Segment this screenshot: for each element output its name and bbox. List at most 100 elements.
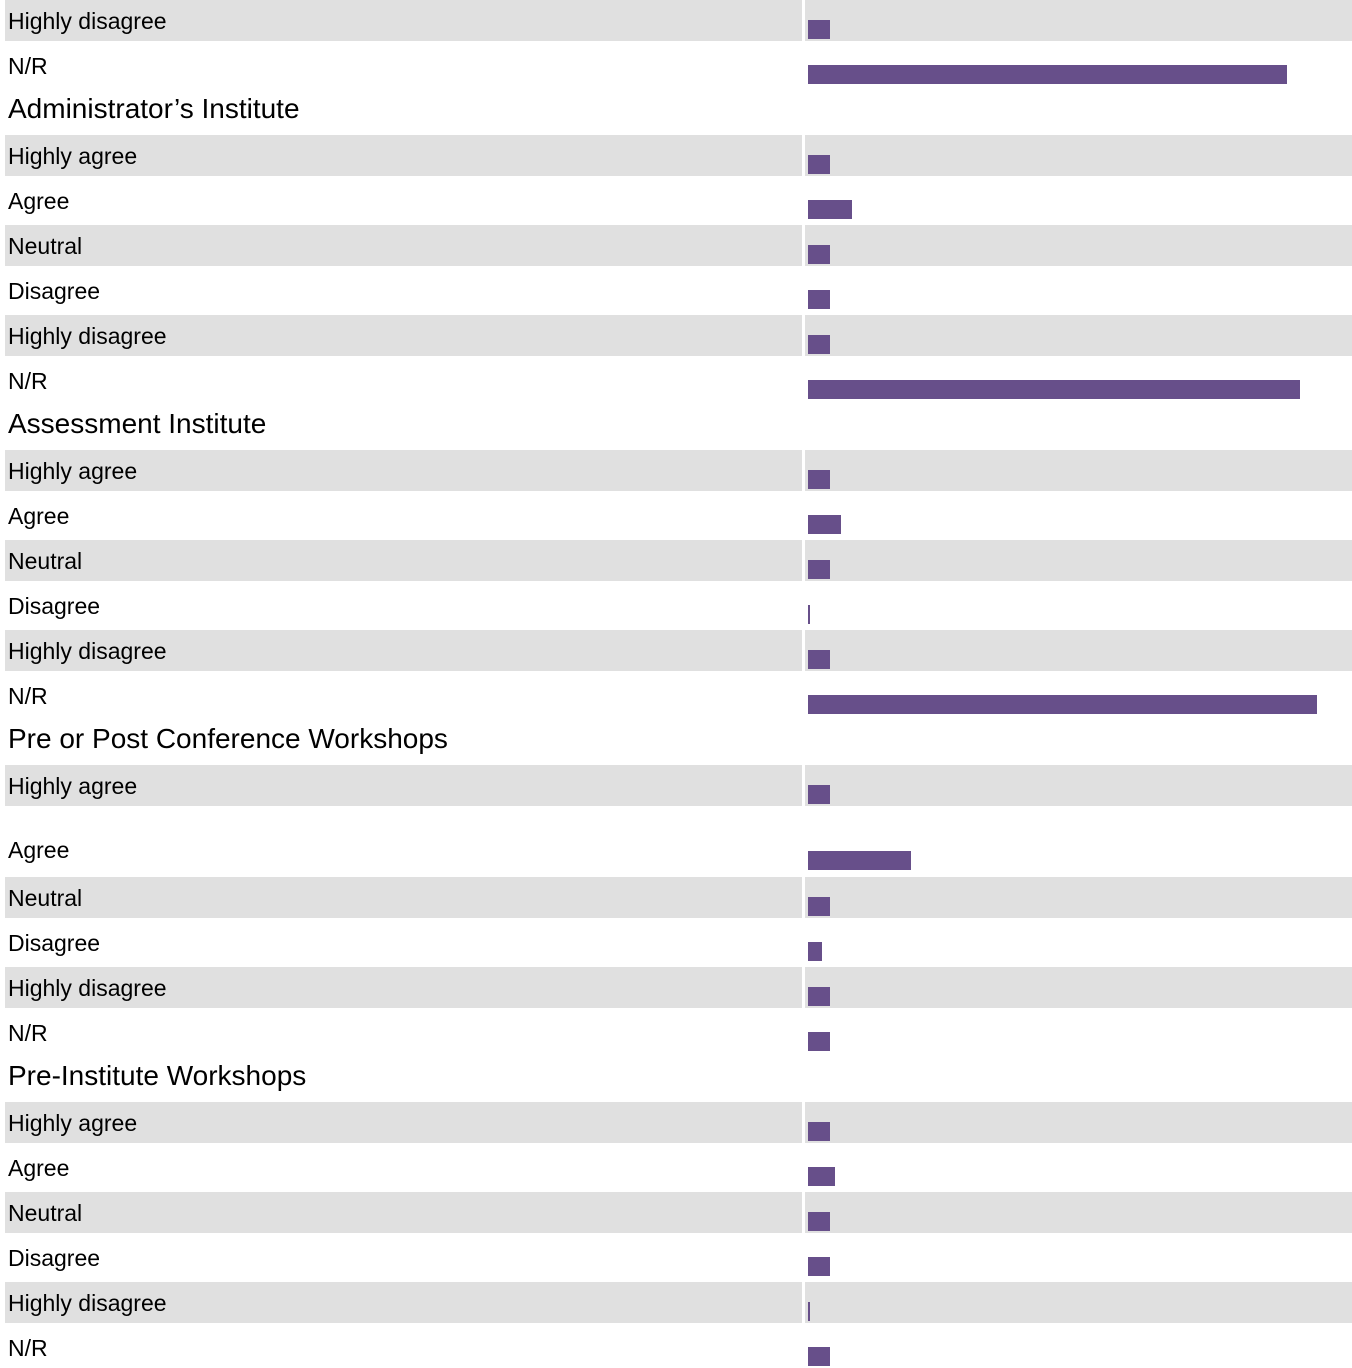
section-title-administrator-s-institute: Administrator’s Institute — [8, 93, 300, 124]
bar-cell — [805, 1147, 1352, 1188]
row-label-cell: Highly disagree — [5, 1282, 802, 1323]
row-label-cell: Highly agree — [5, 765, 802, 806]
bar-row-n-r: N/R — [0, 360, 1352, 401]
row-label-cell: Highly disagree — [5, 315, 802, 356]
bar-cell — [805, 1012, 1352, 1053]
bar-highly-agree — [808, 155, 830, 174]
bar-disagree — [808, 1257, 830, 1276]
bar-cell — [805, 225, 1352, 266]
bar-cell — [805, 877, 1352, 918]
category-label: Neutral — [8, 548, 83, 574]
row-label-cell: Highly agree — [5, 1102, 802, 1143]
bar-cell — [805, 630, 1352, 671]
row-label-cell: Disagree — [5, 922, 802, 963]
bar-row-n-r: N/R — [0, 1012, 1352, 1053]
bar-n-r — [808, 695, 1317, 714]
bar-row-highly-agree: Highly agree — [0, 765, 1352, 806]
bar-cell — [805, 1237, 1352, 1278]
category-label: Agree — [8, 503, 70, 529]
category-label: Highly disagree — [8, 323, 167, 349]
row-label-cell: Highly agree — [5, 135, 802, 176]
bar-cell — [805, 1282, 1352, 1323]
bar-highly-agree — [808, 785, 830, 804]
bar-row-highly-disagree: Highly disagree — [0, 630, 1352, 671]
bar-highly-disagree — [808, 650, 830, 669]
category-label: Highly agree — [8, 1110, 138, 1136]
bar-n-r — [808, 1347, 830, 1366]
bar-highly-disagree — [808, 1302, 810, 1321]
bar-cell — [805, 135, 1352, 176]
category-label: Highly agree — [8, 143, 138, 169]
bar-highly-disagree — [808, 987, 830, 1006]
row-label-cell: N/R — [5, 45, 802, 86]
row-label-cell: N/R — [5, 1012, 802, 1053]
bar-row-highly-agree: Highly agree — [0, 1102, 1352, 1143]
bar-cell — [805, 180, 1352, 221]
bar-agree — [808, 851, 912, 870]
row-label-cell: N/R — [5, 675, 802, 716]
bar-row-n-r: N/R — [0, 45, 1352, 86]
category-label: Neutral — [8, 885, 83, 911]
category-label: N/R — [8, 683, 48, 709]
bar-row-highly-agree: Highly agree — [0, 135, 1352, 176]
category-label: Highly disagree — [8, 638, 167, 664]
bar-n-r — [808, 1032, 830, 1051]
bar-cell — [805, 1102, 1352, 1143]
bar-highly-agree — [808, 1122, 830, 1141]
row-label-cell: Neutral — [5, 1192, 802, 1233]
bar-cell — [805, 270, 1352, 311]
row-label-cell: Disagree — [5, 1237, 802, 1278]
bar-row-disagree: Disagree — [0, 922, 1352, 963]
bar-disagree — [808, 290, 830, 309]
bar-agree — [808, 515, 841, 534]
row-label-cell: Agree — [5, 810, 802, 873]
category-label: N/R — [8, 53, 48, 79]
row-label-cell: Agree — [5, 1147, 802, 1188]
row-label-cell: N/R — [5, 1327, 802, 1368]
row-label-cell: Disagree — [5, 270, 802, 311]
category-label: N/R — [8, 368, 48, 394]
bar-cell — [805, 0, 1352, 41]
category-label: Disagree — [8, 1245, 101, 1271]
bar-neutral — [808, 245, 830, 264]
category-label: Disagree — [8, 278, 101, 304]
category-label: Highly disagree — [8, 975, 167, 1001]
bar-cell — [805, 810, 1352, 873]
section-title-pre-institute-workshops: Pre-Institute Workshops — [8, 1060, 307, 1091]
category-label: Highly agree — [8, 458, 138, 484]
row-label-cell: Agree — [5, 495, 802, 536]
category-label: Disagree — [8, 593, 101, 619]
category-label: Neutral — [8, 1200, 83, 1226]
bar-highly-disagree — [808, 335, 830, 354]
section-title-assessment-institute: Assessment Institute — [8, 408, 267, 439]
bar-cell — [805, 922, 1352, 963]
bar-cell — [805, 315, 1352, 356]
section-title-pre-or-post-conference-workshops: Pre or Post Conference Workshops — [8, 723, 448, 754]
category-label: Agree — [8, 188, 70, 214]
bar-row-n-r: N/R — [0, 675, 1352, 716]
category-label: Highly agree — [8, 773, 138, 799]
bar-row-highly-agree: Highly agree — [0, 450, 1352, 491]
bar-cell — [805, 360, 1352, 401]
bar-agree — [808, 200, 852, 219]
bar-cell — [805, 540, 1352, 581]
row-label-cell: Neutral — [5, 225, 802, 266]
row-label-cell: Highly disagree — [5, 630, 802, 671]
bar-row-neutral: Neutral — [0, 225, 1352, 266]
bar-row-highly-disagree: Highly disagree — [0, 1282, 1352, 1323]
bar-cell — [805, 1192, 1352, 1233]
category-label: Neutral — [8, 233, 83, 259]
bar-row-highly-disagree: Highly disagree — [0, 315, 1352, 356]
row-label-cell: N/R — [5, 360, 802, 401]
row-label-cell: Agree — [5, 180, 802, 221]
bar-neutral — [808, 1212, 830, 1231]
bar-cell — [805, 1327, 1352, 1368]
category-label: Agree — [8, 1155, 70, 1181]
bar-row-agree: Agree — [0, 180, 1352, 221]
bar-row-disagree: Disagree — [0, 270, 1352, 311]
bar-agree — [808, 1167, 836, 1186]
bar-row-neutral: Neutral — [0, 877, 1352, 918]
bar-highly-disagree — [808, 20, 830, 39]
row-label-cell: Disagree — [5, 585, 802, 626]
